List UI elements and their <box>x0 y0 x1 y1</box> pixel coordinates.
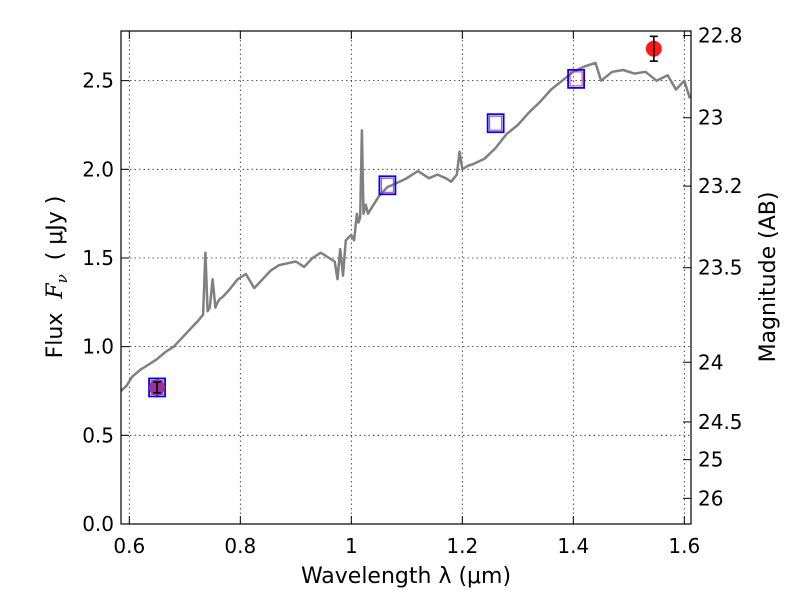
model-photometry-square-inner <box>380 177 394 193</box>
y-axis-label-units: ( μJy ) <box>43 196 68 275</box>
right-tick-label: 23.2 <box>698 174 743 198</box>
y-axis-right: 22.8 23 23.2 23.5 24 24.5 25 26 <box>683 24 743 510</box>
right-tick-label: 24.5 <box>698 410 743 434</box>
y-tick-label: 1.5 <box>82 246 114 270</box>
right-tick-label: 24 <box>698 350 723 374</box>
y-axis-left: 0.0 0.5 1.0 1.5 2.0 2.5 <box>82 69 129 536</box>
x-tick-label: 1 <box>345 534 358 558</box>
model-photometry-square-inner <box>569 71 583 87</box>
y-axis-label-symbol: F <box>43 283 68 300</box>
model-photometry-square <box>567 68 586 89</box>
model-spectrum-line <box>120 61 692 392</box>
right-tick-label: 23 <box>698 106 723 130</box>
y-axis-label-prefix: Flux <box>43 299 68 359</box>
x-tick-label: 0.8 <box>224 534 256 558</box>
x-tick-label: 0.6 <box>113 534 145 558</box>
plot-frame <box>120 30 692 525</box>
model-photometry-square <box>486 113 505 134</box>
x-axis: 0.6 0.8 1 1.2 1.4 1.6 <box>113 31 700 558</box>
y-tick-label: 0.5 <box>82 423 114 447</box>
x-tick-label: 1.6 <box>668 534 700 558</box>
y-tick-label: 1.0 <box>82 335 114 359</box>
x-tick-label: 1.4 <box>557 534 589 558</box>
right-tick-label: 22.8 <box>698 24 743 48</box>
right-tick-label: 25 <box>698 448 723 472</box>
x-axis-label: Wavelength λ (μm) <box>301 564 511 589</box>
model-photometry-square <box>378 175 397 196</box>
plot-area <box>120 35 692 398</box>
y-tick-label: 0.0 <box>82 512 114 536</box>
right-tick-label: 23.5 <box>698 256 743 280</box>
y-axis-label: Flux Fν ( μJy ) <box>43 196 71 359</box>
y-axis-label-subscript: ν <box>53 274 71 283</box>
y-tick-label: 2.0 <box>82 157 114 181</box>
right-axis-label: Magnitude (AB) <box>756 192 781 363</box>
x-tick-label: 1.2 <box>446 534 478 558</box>
y-tick-label: 2.5 <box>82 69 114 93</box>
right-tick-label: 26 <box>698 486 723 510</box>
model-photometry-square-inner <box>489 115 503 131</box>
